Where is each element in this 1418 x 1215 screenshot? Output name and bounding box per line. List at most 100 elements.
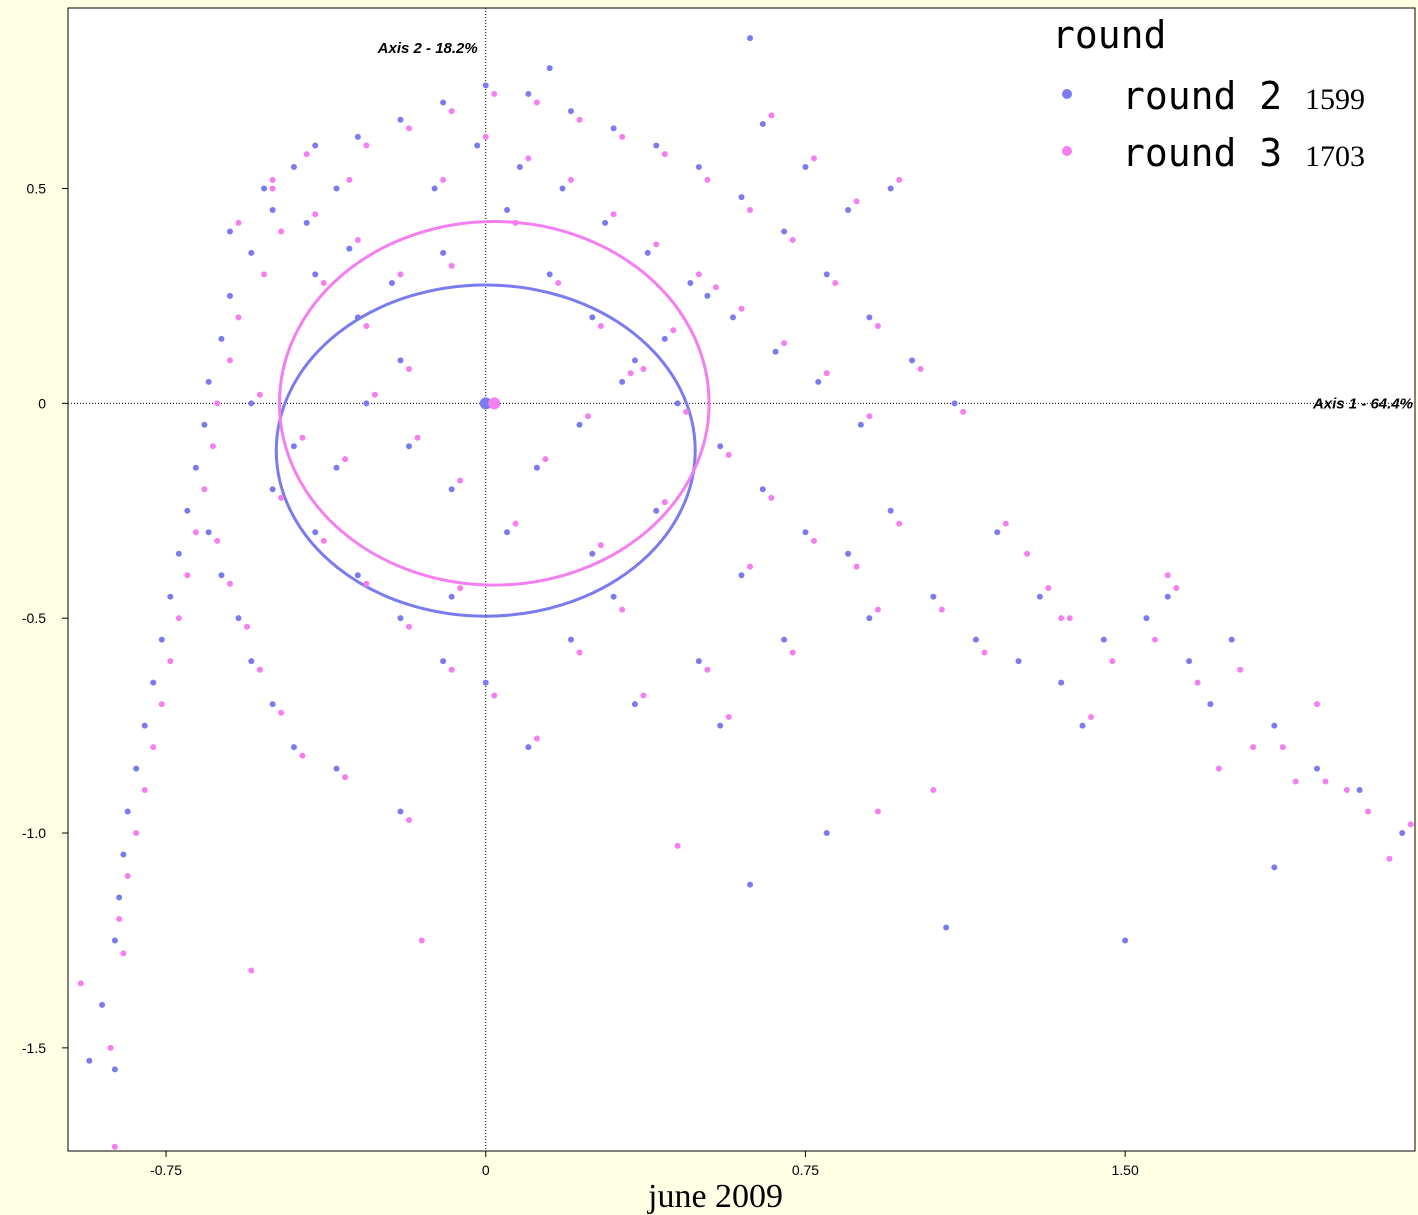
point-round-3 xyxy=(1250,744,1257,751)
point-round-3 xyxy=(201,486,208,493)
point-round-2 xyxy=(887,507,894,514)
point-round-3 xyxy=(363,142,370,149)
point-round-3 xyxy=(141,787,148,794)
point-round-2 xyxy=(116,894,123,901)
point-round-2 xyxy=(857,421,864,428)
point-round-3 xyxy=(695,271,702,278)
centroid-round-2 xyxy=(479,397,492,410)
ellipse-round-3 xyxy=(277,220,711,587)
footer-caption: june 2009 xyxy=(647,1178,783,1215)
point-round-2 xyxy=(525,744,532,751)
point-round-2 xyxy=(567,636,574,643)
point-round-3 xyxy=(1279,744,1286,751)
point-round-2 xyxy=(1228,636,1235,643)
point-round-2 xyxy=(759,486,766,493)
x-tick-label: 0.75 xyxy=(792,1162,819,1178)
point-round-3 xyxy=(214,400,221,407)
point-round-3 xyxy=(158,701,165,708)
point-round-2 xyxy=(158,636,165,643)
point-round-3 xyxy=(567,176,574,183)
point-round-2 xyxy=(823,830,830,837)
point-round-2 xyxy=(1271,864,1278,871)
point-round-3 xyxy=(810,537,817,544)
point-round-3 xyxy=(256,666,263,673)
point-round-3 xyxy=(896,176,903,183)
point-round-2 xyxy=(717,443,724,450)
point-round-3 xyxy=(1109,658,1116,665)
point-round-2 xyxy=(802,163,809,170)
x-tick-label: 1.50 xyxy=(1112,1162,1139,1178)
point-round-3 xyxy=(342,456,349,463)
point-round-2 xyxy=(661,335,668,342)
point-round-2 xyxy=(589,314,596,321)
point-round-2 xyxy=(133,765,140,772)
point-round-2 xyxy=(1399,830,1406,837)
point-round-2 xyxy=(972,636,979,643)
point-round-2 xyxy=(1207,701,1214,708)
point-round-2 xyxy=(269,486,276,493)
point-round-3 xyxy=(512,520,519,527)
point-round-3 xyxy=(1313,701,1320,708)
y-tick-label: -1.5 xyxy=(22,1040,46,1056)
point-round-2 xyxy=(354,133,361,140)
point-round-3 xyxy=(704,176,711,183)
point-round-3 xyxy=(938,606,945,613)
point-round-3 xyxy=(1215,765,1222,772)
point-round-3 xyxy=(781,340,788,347)
y-tick-label: 0 xyxy=(38,395,46,411)
point-round-3 xyxy=(77,980,84,987)
point-round-2 xyxy=(610,593,617,600)
point-round-2 xyxy=(184,507,191,514)
point-round-3 xyxy=(619,606,626,613)
point-round-3 xyxy=(491,692,498,699)
point-round-2 xyxy=(388,280,395,287)
point-round-3 xyxy=(640,692,647,699)
point-round-3 xyxy=(1343,787,1350,794)
point-round-3 xyxy=(747,563,754,570)
point-round-2 xyxy=(431,185,438,192)
point-round-3 xyxy=(342,774,349,781)
point-round-2 xyxy=(631,701,638,708)
point-round-3 xyxy=(406,125,413,132)
point-round-3 xyxy=(406,623,413,630)
point-round-2 xyxy=(312,142,319,149)
point-round-2 xyxy=(192,464,199,471)
point-round-2 xyxy=(354,314,361,321)
point-round-3 xyxy=(354,237,361,244)
point-round-2 xyxy=(589,550,596,557)
point-round-3 xyxy=(533,735,540,742)
point-round-3 xyxy=(1151,636,1158,643)
point-round-3 xyxy=(866,413,873,420)
point-round-3 xyxy=(674,842,681,849)
point-round-2 xyxy=(887,185,894,192)
point-round-2 xyxy=(845,550,852,557)
point-round-2 xyxy=(167,593,174,600)
point-round-3 xyxy=(789,649,796,656)
point-round-2 xyxy=(845,206,852,213)
point-round-2 xyxy=(909,357,916,364)
y-axis-ticks: 0.5 0 -0.5 -1.0 -1.5 xyxy=(22,180,68,1056)
point-round-3 xyxy=(1058,615,1065,622)
point-round-3 xyxy=(418,937,425,944)
point-round-2 xyxy=(150,679,157,686)
point-round-2 xyxy=(448,486,455,493)
point-round-3 xyxy=(1237,666,1244,673)
point-round-3 xyxy=(930,787,937,794)
point-round-3 xyxy=(533,99,540,106)
point-round-3 xyxy=(363,580,370,587)
point-round-3 xyxy=(235,314,242,321)
point-round-2 xyxy=(226,292,233,299)
point-round-3 xyxy=(299,752,306,759)
centroid-round-3 xyxy=(488,397,501,410)
point-round-2 xyxy=(354,572,361,579)
point-round-3 xyxy=(661,499,668,506)
point-round-2 xyxy=(687,280,694,287)
point-round-2 xyxy=(1079,722,1086,729)
point-round-3 xyxy=(226,580,233,587)
point-round-3 xyxy=(789,237,796,244)
point-round-3 xyxy=(457,477,464,484)
point-round-3 xyxy=(960,408,967,415)
point-round-2 xyxy=(631,357,638,364)
point-round-3 xyxy=(111,1143,118,1150)
point-round-3 xyxy=(725,714,732,721)
